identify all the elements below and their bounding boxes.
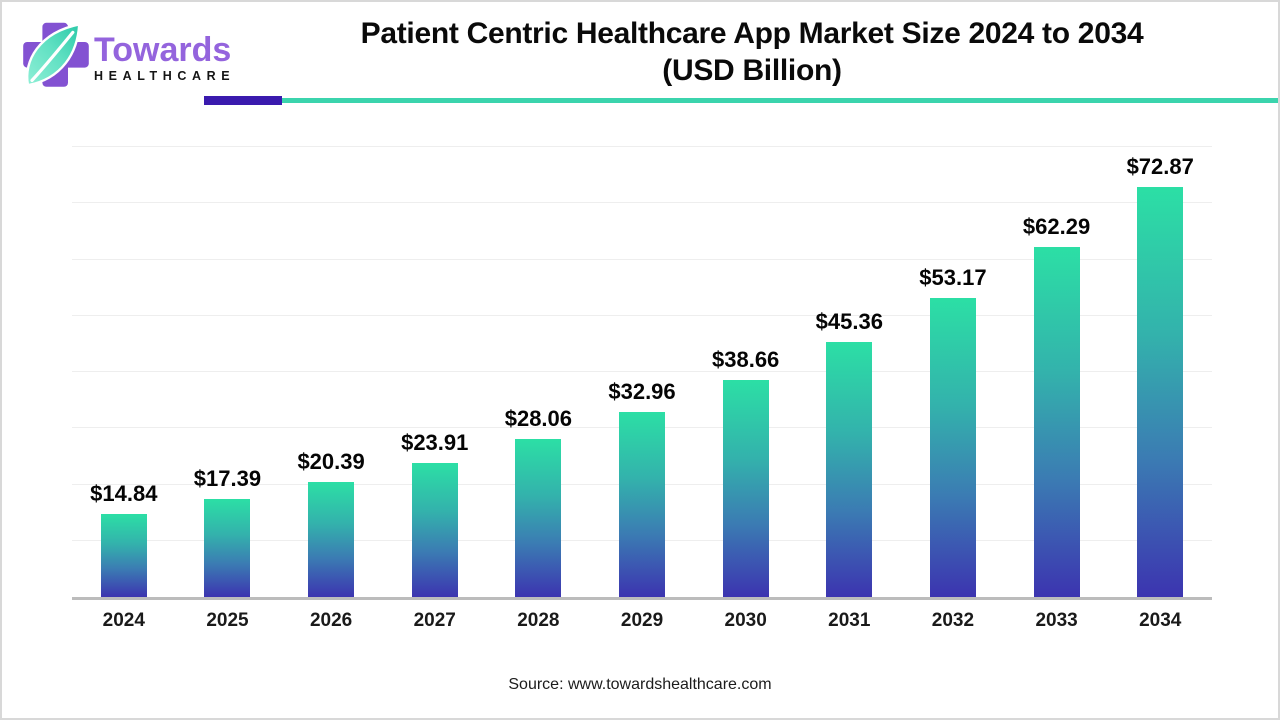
- separator-purple-segment: [204, 96, 282, 105]
- x-axis-label-2028: 2028: [517, 610, 560, 631]
- logo-brand-name: Towards: [94, 31, 232, 69]
- bar-2025: $17.39: [194, 466, 261, 597]
- x-axis-label-2031: 2031: [828, 610, 871, 631]
- gridline-60: [72, 258, 1212, 260]
- bar-slot-2026: $20.39: [279, 147, 383, 597]
- gridline-50: [72, 314, 1212, 316]
- bar-slot-2031: $45.36: [797, 147, 901, 597]
- bar-2026: $20.39: [297, 449, 365, 597]
- bar-slot-2034: $72.87: [1108, 147, 1212, 597]
- source-text: Source: www.towardshealthcare.com: [508, 676, 772, 693]
- bar-slot-2029: $32.96: [590, 147, 694, 597]
- bar-2029: $32.96: [608, 379, 676, 597]
- x-axis-label-2024: 2024: [102, 610, 145, 631]
- x-axis-line: [72, 597, 1212, 600]
- bar-2024: $14.84: [90, 481, 157, 597]
- bar-slot-2032: $53.17: [901, 147, 1005, 597]
- bar-2028: $28.06: [505, 406, 572, 597]
- x-axis-label-2030: 2030: [724, 610, 767, 631]
- bar-slot-2025: $17.39: [176, 147, 280, 597]
- bar-2033: $62.29: [1023, 214, 1090, 597]
- bar-slot-2030: $38.66: [694, 147, 798, 597]
- x-axis-label-2027: 2027: [413, 610, 456, 631]
- bar-value-label-2027: $23.91: [401, 429, 469, 455]
- bar-value-label-2030: $38.66: [712, 346, 780, 372]
- bar-value-label-2034: $72.87: [1126, 154, 1194, 180]
- bar-2034: $72.87: [1127, 154, 1194, 597]
- bar-slot-2033: $62.29: [1005, 147, 1109, 597]
- gridline-80: [72, 146, 1212, 147]
- chart-plot-area: $14.84 $17.39 $20.39 $23.91 $28.06 $32.96 $38.…: [72, 146, 1212, 600]
- bar-value-label-2024: $14.84: [90, 480, 158, 506]
- bar-2030: $38.66: [712, 347, 779, 597]
- bar-slot-2027: $23.91: [383, 147, 487, 597]
- x-axis-label-2033: 2033: [1035, 610, 1078, 631]
- bar-value-label-2028: $28.06: [504, 406, 573, 432]
- separator-teal-line: [282, 98, 1278, 103]
- bar-value-label-2029: $32.96: [608, 378, 676, 404]
- x-axis-label-2025: 2025: [206, 610, 249, 631]
- bar-slot-2024: $14.84: [72, 147, 176, 597]
- bars: $14.84 $17.39 $20.39 $23.91 $28.06 $32.96 $38.…: [72, 147, 1212, 597]
- chart-title-line1: Patient Centric Healthcare App Market Si…: [360, 17, 1144, 50]
- bar-2027: $23.91: [401, 430, 468, 597]
- bar-value-label-2026: $20.39: [297, 449, 365, 475]
- x-axis-label-2034: 2034: [1139, 610, 1182, 631]
- bar-value-label-2032: $53.17: [919, 264, 987, 290]
- logo-sub-name: HEALTHCARE: [94, 69, 236, 83]
- bar-value-label-2033: $62.29: [1022, 213, 1091, 239]
- logo: Towards HEALTHCARE: [18, 14, 238, 98]
- x-axis-label-2032: 2032: [931, 610, 975, 631]
- bar-2031: $45.36: [816, 309, 883, 597]
- x-axis-labels: 2024 2025 2026 2027 2028 2029 2030 2031 2032 2033…: [72, 610, 1212, 632]
- bar-value-label-2025: $17.39: [193, 466, 262, 492]
- bar-2032: $53.17: [919, 265, 987, 597]
- bar-slot-2028: $28.06: [487, 147, 591, 597]
- logo-cross-leaf-icon: [23, 22, 89, 87]
- chart-title: Patient Centric Healthcare App Market Si…: [232, 15, 1272, 89]
- x-axis-label-2029: 2029: [620, 610, 664, 631]
- gridline-70: [72, 202, 1212, 204]
- logo-text: Towards HEALTHCARE: [94, 32, 235, 83]
- gridline-40: [72, 371, 1212, 372]
- bar-value-label-2031: $45.36: [815, 308, 883, 334]
- x-axis-label-2026: 2026: [309, 610, 353, 631]
- chart-title-line2: (USD Billion): [662, 54, 842, 87]
